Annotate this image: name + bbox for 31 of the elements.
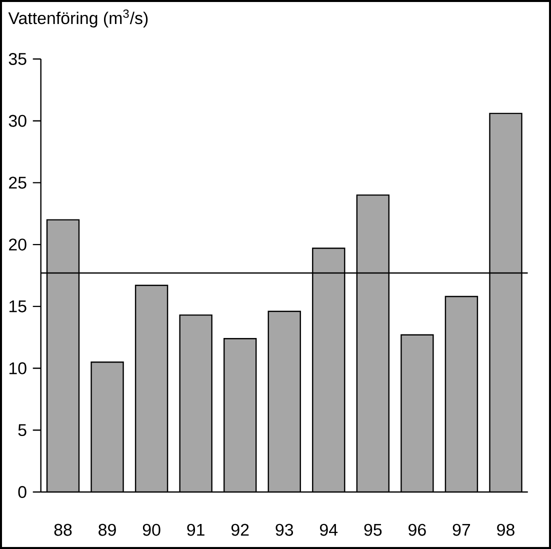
- x-tick-label: 96: [408, 524, 426, 536]
- y-axis-title: Vattenföring (m$^{3}$/s): [8, 9, 148, 28]
- y-tick-label: 25: [9, 176, 26, 189]
- bar: [356, 195, 389, 492]
- y-tick-label: 5: [18, 424, 26, 436]
- x-tick-label: 98: [497, 524, 514, 536]
- y-tick-label: 30: [8, 114, 26, 127]
- x-tick-label: 88: [54, 524, 72, 536]
- x-tick-label: 89: [98, 524, 116, 536]
- x-tick-label: 97: [452, 524, 470, 536]
- y-tick-label: 10: [9, 362, 26, 374]
- bar: [224, 338, 256, 492]
- y-tick-label: 20: [9, 238, 26, 251]
- x-tick-label: 92: [231, 524, 249, 536]
- bar: [136, 285, 168, 492]
- x-tick-label: 91: [187, 524, 204, 536]
- x-tick-label: 93: [276, 524, 294, 536]
- bar: [268, 311, 300, 492]
- bar: [312, 248, 345, 492]
- bar: [180, 315, 212, 492]
- y-tick-label: 15: [9, 300, 26, 312]
- x-tick-label: 95: [364, 524, 382, 536]
- y-tick-label: 0: [18, 486, 26, 498]
- x-tick-label: 94: [320, 524, 338, 536]
- y-tick-label: 35: [8, 53, 26, 65]
- bar: [47, 220, 79, 492]
- x-tick-label: 90: [142, 524, 160, 536]
- bar: [91, 362, 124, 492]
- bar: [489, 112, 522, 492]
- bar: [401, 334, 434, 492]
- bar: [445, 296, 478, 492]
